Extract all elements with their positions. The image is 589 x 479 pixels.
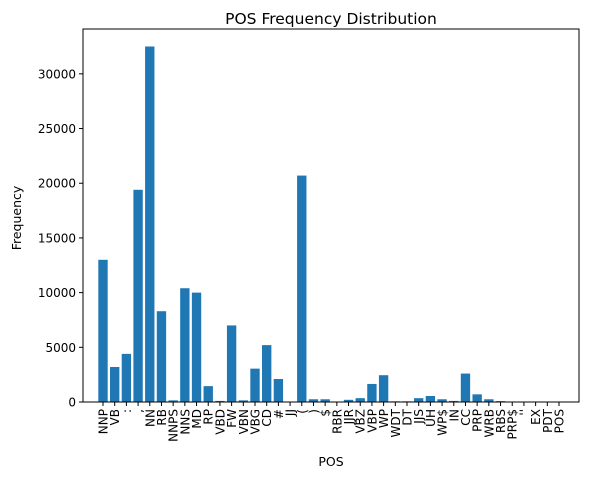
bar-21 — [343, 399, 354, 402]
x-tick-label: ) — [307, 409, 321, 414]
bar-12 — [238, 400, 248, 402]
bar-4 — [145, 46, 155, 402]
y-tick-label: 30000 — [38, 67, 76, 81]
x-tick-label: VB — [108, 409, 122, 425]
x-tick-label: FW — [225, 409, 239, 428]
x-tick-label: IN — [447, 409, 461, 422]
x-tick-label: $ — [319, 409, 333, 417]
x-tick-label: PDT — [541, 408, 555, 432]
bar-23 — [367, 383, 377, 402]
bar-15 — [273, 379, 284, 402]
x-tick-label: CD — [260, 409, 274, 427]
x-tick-label: VBP — [365, 409, 379, 433]
y-tick-label: 15000 — [38, 231, 76, 245]
bar-32 — [472, 394, 482, 402]
x-tick-label: '' — [517, 409, 531, 416]
bar-13 — [250, 368, 260, 402]
bar-17 — [297, 175, 307, 402]
x-tick-label: JJ — [284, 409, 298, 417]
x-tick-label: VBG — [249, 409, 263, 435]
x-tick-label: MD — [190, 409, 204, 429]
x-tick-label: ( — [295, 409, 309, 414]
bar-8 — [191, 292, 202, 402]
chart-title: POS Frequency Distribution — [225, 10, 437, 28]
bar-11 — [226, 325, 237, 402]
bars — [98, 46, 564, 402]
x-tick-label: CC — [459, 409, 473, 426]
bar-22 — [355, 398, 365, 402]
x-tick-label: # — [272, 409, 286, 419]
y-axis-label: Frequency — [9, 185, 24, 250]
x-tick-label: NN — [143, 409, 157, 427]
bar-6 — [168, 400, 178, 402]
x-tick-label: NNPS — [167, 409, 181, 442]
x-tick-label: VBN — [237, 409, 251, 434]
x-tick-label: POS — [553, 409, 567, 433]
x-tick-label: PRP — [471, 409, 485, 432]
bar-5 — [156, 311, 167, 402]
bar-28 — [425, 395, 436, 402]
y-tick-label: 5000 — [45, 341, 76, 355]
bar-1 — [110, 366, 120, 402]
bar-19 — [320, 399, 330, 402]
x-axis-label: POS — [318, 454, 343, 469]
x-tick-label: WRB — [482, 409, 496, 437]
x-tick-label: UH — [424, 409, 438, 427]
x-tick-label: RP — [202, 409, 216, 425]
bar-14 — [262, 345, 272, 402]
y-tick-label: 0 — [68, 396, 76, 410]
x-tick-label: DT — [401, 408, 415, 425]
x-tick-label: WDT — [389, 408, 403, 437]
bar-0 — [98, 259, 108, 402]
plot-frame — [82, 28, 580, 403]
bar-27 — [414, 398, 424, 402]
x-tick-label: EX — [529, 409, 543, 425]
bar-30 — [449, 400, 459, 402]
x-tick-label: JJS — [412, 409, 426, 425]
y-tick-label: 10000 — [38, 286, 76, 300]
x-tick-label: , — [132, 409, 146, 413]
bar-18 — [308, 399, 319, 402]
x-tick-label: WP$ — [436, 409, 450, 436]
bar-31 — [460, 373, 471, 402]
x-tick-label: PRP$ — [506, 409, 520, 439]
x-tick-label: VBZ — [354, 409, 368, 434]
bar-10 — [215, 400, 225, 402]
x-tick-label: WP — [377, 409, 391, 428]
x-tick-label: RBS — [494, 409, 508, 433]
x-tick-label: RBR — [330, 409, 344, 434]
bar-29 — [437, 399, 447, 402]
y-axis: 0 5000 10000 15000 20000 25000 30000 — [38, 67, 83, 410]
bar-24 — [378, 375, 389, 402]
x-axis: NNPVB:,NNRBNNPSNNSMDRPVBDFWVBNVBGCD#JJ()… — [97, 402, 567, 442]
y-tick-label: 25000 — [38, 122, 76, 136]
x-tick-label: JJR — [342, 409, 356, 425]
x-tick-label: RB — [155, 409, 169, 426]
bar-7 — [180, 288, 190, 402]
bar-9 — [203, 386, 213, 402]
x-tick-label: : — [120, 409, 134, 413]
bar-2 — [121, 353, 132, 402]
x-tick-label: NNP — [97, 409, 111, 434]
bar-3 — [133, 189, 143, 402]
x-tick-label: VBD — [213, 409, 227, 435]
x-tick-label: NNS — [178, 409, 192, 435]
bar-33 — [484, 399, 494, 402]
y-tick-label: 20000 — [38, 177, 76, 191]
